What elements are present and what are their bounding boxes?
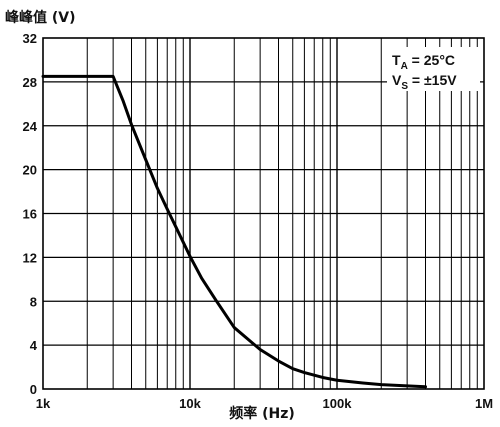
y-tick-label: 32 [23,31,37,46]
y-axis-title: 峰峰值 (V) [5,9,76,26]
x-tick-label: 10k [179,396,201,411]
annotation-temperature: TA = 25°C [392,52,455,72]
y-tick-label: 20 [23,163,37,178]
grid-lines [43,38,484,389]
y-tick-label: 28 [23,75,37,90]
x-tick-label: 100k [323,396,353,411]
y-tick-label: 8 [30,294,37,309]
series-line [41,74,427,389]
y-tick-labels: 0 4 8 12 16 20 24 28 32 [23,31,38,397]
conditions-annotation: TA = 25°C VS = ±15V [387,47,480,92]
x-tick-labels: 1k 10k 100k 1M [36,396,493,411]
x-tick-label: 1M [475,396,493,411]
y-tick-label: 0 [30,382,37,397]
y-tick-label: 24 [23,119,38,134]
y-tick-label: 12 [23,250,37,265]
x-axis-title: 频率 (Hz) [229,405,295,422]
plot-frame [42,37,485,390]
y-tick-label: 16 [23,207,37,222]
annotation-supply-voltage: VS = ±15V [392,72,457,92]
y-tick-label: 4 [30,338,38,353]
annotation-background [387,47,480,91]
x-tick-label: 1k [36,396,51,411]
